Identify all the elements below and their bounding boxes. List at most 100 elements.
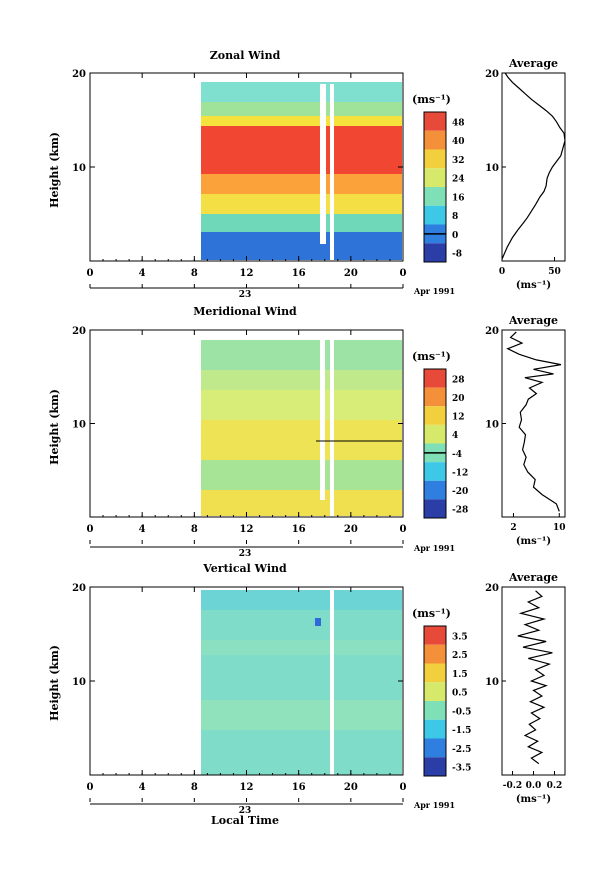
colorbar-label: -3.5 xyxy=(452,764,471,774)
colorbar-segment xyxy=(424,480,446,500)
x-tick-label: 12 xyxy=(240,524,254,535)
x-tick-label: 8 xyxy=(191,782,198,793)
chart-title: Meridional Wind xyxy=(193,305,297,318)
colorbar-label: -4 xyxy=(452,450,462,460)
colorbar-label: 0.5 xyxy=(452,689,468,699)
colorbar-label: -2.5 xyxy=(452,745,471,755)
profile-y-tick-label: 20 xyxy=(485,326,499,337)
profile-x-tick-label: -0.2 xyxy=(503,781,522,791)
x-tick-label: 8 xyxy=(191,524,198,535)
x-tick-label: 20 xyxy=(344,524,358,535)
colorbar-segment xyxy=(424,757,446,776)
profile-frame xyxy=(501,329,566,518)
colorbar-label: 2.5 xyxy=(452,651,468,661)
profile-x-tick-label: 50 xyxy=(548,267,561,277)
x-tick-label: 20 xyxy=(344,782,358,793)
profile-y-tick-label: 10 xyxy=(485,420,499,431)
x-tick-label: 4 xyxy=(139,268,146,279)
colorbar-unit: (ms⁻¹) xyxy=(412,93,451,106)
profile-line xyxy=(506,331,562,512)
colorbar-segment xyxy=(424,663,446,683)
colorbar-segment xyxy=(424,701,446,720)
profile-x-tick-label: 0.0 xyxy=(526,781,542,791)
colorbar-segment xyxy=(424,369,446,388)
colorbar-segment xyxy=(424,149,446,169)
colorbar-segment xyxy=(424,644,446,664)
date-suffix: Apr 1991 xyxy=(413,543,455,553)
heatmap-field xyxy=(201,590,402,775)
colorbar-label: 20 xyxy=(452,394,465,404)
colorbar-frame xyxy=(423,368,447,519)
profile-x-label: (ms⁻¹) xyxy=(516,536,551,547)
colorbar-segment xyxy=(424,130,446,150)
profile-y-tick-label: 20 xyxy=(485,69,499,80)
x-tick-label: 0 xyxy=(87,782,94,793)
y-ticks: 10 20 xyxy=(72,583,403,688)
x-tick-label: 12 xyxy=(240,268,254,279)
panel-meridional: Meridional Wind 0 4 8 12 16 20 0 10 20 Height (… xyxy=(48,305,566,559)
colorbar-unit: (ms⁻¹) xyxy=(412,350,451,363)
colorbar-segment xyxy=(424,626,446,645)
x-tick-label: 4 xyxy=(139,524,146,535)
colorbar-segment xyxy=(424,406,446,425)
y-tick-label: 20 xyxy=(72,326,86,337)
colorbar-label: -1.5 xyxy=(452,726,471,736)
x-ticks: 0 4 8 12 16 20 0 xyxy=(87,73,407,288)
colorbar-label: -28 xyxy=(452,506,468,516)
x-ticks: 0 4 8 12 16 20 0 xyxy=(87,330,407,544)
colorbar-segment xyxy=(424,738,446,758)
profile-title: Average xyxy=(508,314,558,327)
x-tick-label: 12 xyxy=(240,782,254,793)
profile-panel: Average 10 20 -0.2 0.0 0.2 (ms⁻¹) xyxy=(485,571,566,805)
y-axis-label: Height (km) xyxy=(48,132,61,208)
colorbar-label: -0.5 xyxy=(452,707,471,717)
x-tick-label: 16 xyxy=(292,524,306,535)
colorbar-label: -12 xyxy=(452,468,468,478)
profile-line xyxy=(501,72,566,260)
colorbar-label: 28 xyxy=(452,375,465,385)
profile-title: Average xyxy=(508,57,558,70)
colorbar-unit: (ms⁻¹) xyxy=(412,607,451,620)
colorbar-label: 24 xyxy=(452,175,465,185)
colorbar-segment xyxy=(424,499,446,518)
colorbar-label: 48 xyxy=(452,118,465,128)
colorbar: 28 20 12 4 -4 -12 -20 -28 xyxy=(423,368,468,519)
profile-x-label: (ms⁻¹) xyxy=(516,280,551,291)
profile-x-tick-label: 0.2 xyxy=(547,781,563,791)
profile-panel: Average 10 20 0 50 (ms⁻¹) xyxy=(485,57,566,291)
colorbar-label: 40 xyxy=(452,137,465,147)
x-tick-label: 0 xyxy=(400,268,407,279)
heatmap-field xyxy=(201,82,402,260)
profile-line xyxy=(517,590,553,765)
y-tick-label: 10 xyxy=(72,420,86,431)
colorbar-segment xyxy=(424,168,446,187)
colorbar-segment xyxy=(424,387,446,407)
date-suffix: Apr 1991 xyxy=(413,286,455,296)
colorbar: 3.5 2.5 1.5 0.5 -0.5 -1.5 -2.5 -3.5 xyxy=(423,625,471,777)
y-tick-label: 20 xyxy=(72,583,86,594)
x-tick-group: 0 4 8 12 16 20 0 xyxy=(87,330,407,544)
y-axis-label: Height (km) xyxy=(48,645,61,721)
y-ticks: 10 20 xyxy=(72,326,403,431)
colorbar-label: 4 xyxy=(452,431,458,441)
chart-title: Vertical Wind xyxy=(202,562,287,575)
x-ticks: 0 4 8 12 16 20 0 xyxy=(87,587,407,802)
profile-y-tick-label: 10 xyxy=(485,677,499,688)
colorbar-segment xyxy=(424,462,446,481)
colorbar-frame xyxy=(423,625,447,777)
colorbar-segment xyxy=(424,682,446,701)
colorbar-label: -20 xyxy=(452,487,468,497)
colorbar-label: 16 xyxy=(452,193,465,203)
x-tick-label: 16 xyxy=(292,782,306,793)
colorbar-label: 0 xyxy=(452,231,458,241)
profile-frame xyxy=(501,586,566,776)
colorbar-label: 32 xyxy=(452,156,465,166)
y-tick-label: 20 xyxy=(72,69,86,80)
x-tick-label: 8 xyxy=(191,268,198,279)
date-label: 23 xyxy=(239,549,252,559)
date-label: 23 xyxy=(239,290,252,300)
panel-vertical: Vertical Wind 0 4 8 12 16 20 0 10 20 Height (km… xyxy=(48,562,566,827)
colorbar-segment xyxy=(424,205,446,225)
colorbar-segment xyxy=(424,719,446,739)
